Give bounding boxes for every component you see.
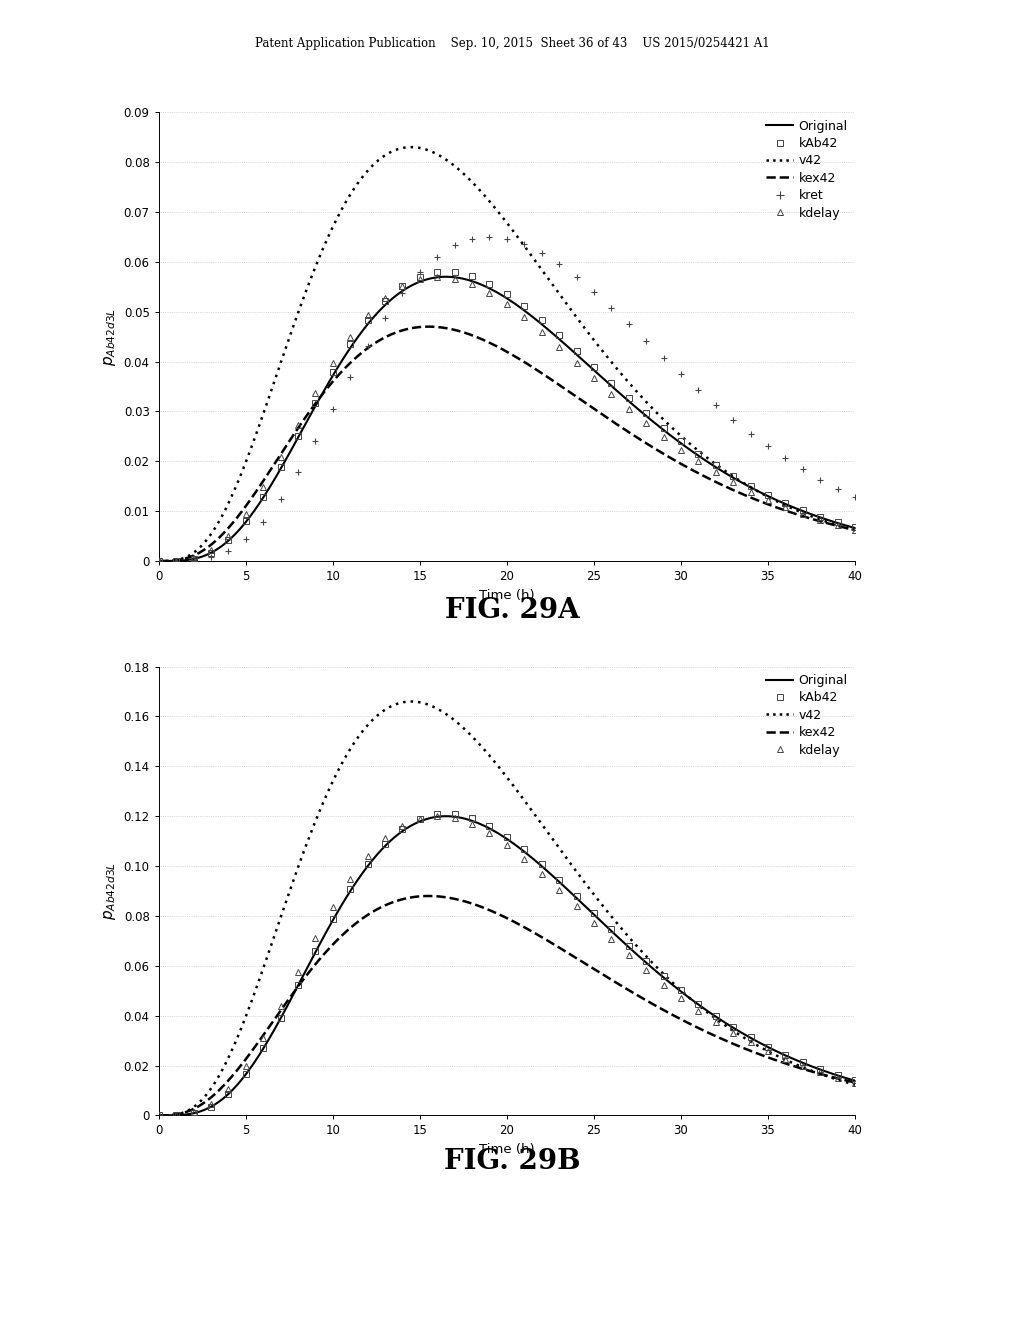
Legend: Original, kAb42, v42, kex42, kret, kdelay: Original, kAb42, v42, kex42, kret, kdela… xyxy=(761,115,853,224)
Text: Patent Application Publication    Sep. 10, 2015  Sheet 36 of 43    US 2015/02544: Patent Application Publication Sep. 10, … xyxy=(255,37,769,50)
Text: FIG. 29B: FIG. 29B xyxy=(443,1148,581,1175)
X-axis label: Time (h): Time (h) xyxy=(479,589,535,602)
X-axis label: Time (h): Time (h) xyxy=(479,1143,535,1156)
Y-axis label: $\mathit{p}_{Ab42d3L}$: $\mathit{p}_{Ab42d3L}$ xyxy=(102,862,118,920)
Text: FIG. 29A: FIG. 29A xyxy=(444,597,580,623)
Y-axis label: $\mathit{p}_{Ab42d3L}$: $\mathit{p}_{Ab42d3L}$ xyxy=(102,308,118,366)
Legend: Original, kAb42, v42, kex42, kdelay: Original, kAb42, v42, kex42, kdelay xyxy=(761,669,853,762)
